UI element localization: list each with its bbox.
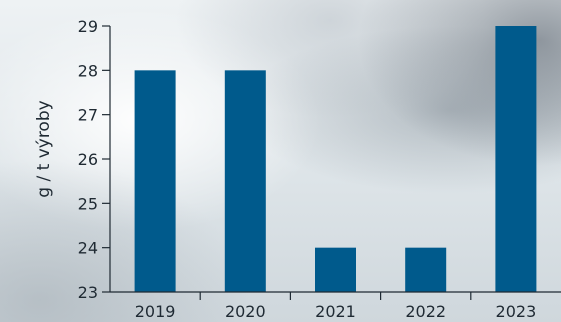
bar-2021 bbox=[315, 247, 356, 292]
x-tick-label-2019: 2019 bbox=[135, 302, 176, 321]
y-tick-label-24: 24 bbox=[78, 239, 98, 258]
bar-2020 bbox=[224, 70, 266, 292]
y-tick-label-27: 27 bbox=[78, 106, 98, 125]
x-tick-label-2021: 2021 bbox=[315, 302, 356, 321]
y-ticks-group: 23 24 25 26 27 28 29 bbox=[78, 17, 110, 302]
y-axis-title: g / t výroby bbox=[34, 100, 54, 197]
y-tick-label-25: 25 bbox=[78, 194, 98, 213]
bars-group bbox=[134, 26, 537, 292]
x-ticks-group: 2019 2020 2021 2022 2023 bbox=[135, 292, 537, 321]
y-tick-label-26: 26 bbox=[78, 150, 98, 169]
y-tick-label-28: 28 bbox=[78, 61, 98, 80]
x-tick-label-2020: 2020 bbox=[225, 302, 266, 321]
bar-2023 bbox=[495, 26, 537, 292]
x-tick-label-2022: 2022 bbox=[405, 302, 446, 321]
y-tick-label-23: 23 bbox=[78, 283, 98, 302]
bar-2022 bbox=[405, 247, 447, 292]
x-tick-label-2023: 2023 bbox=[496, 302, 537, 321]
y-tick-label-29: 29 bbox=[78, 17, 98, 36]
bar-2019 bbox=[134, 70, 176, 292]
